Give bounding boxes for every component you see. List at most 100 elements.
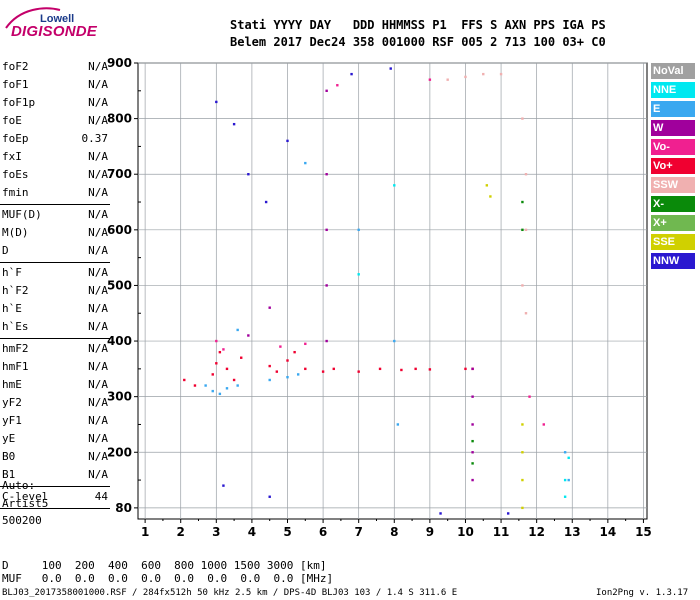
param-value: N/A xyxy=(88,226,108,239)
legend-item-noval: NoVal xyxy=(651,63,695,79)
data-point xyxy=(325,228,328,232)
data-point xyxy=(521,117,524,120)
param-row-b1: B1 N/A xyxy=(0,466,110,484)
data-point xyxy=(296,373,300,376)
data-point xyxy=(357,370,360,373)
muf-line: MUF 0.0 0.0 0.0 0.0 0.0 0.0 0.0 0.0 [MHz… xyxy=(2,572,334,585)
data-point xyxy=(236,328,239,332)
header-line-1: Stati YYYY DAY DDD HHMMSS P1 FFS S AXN P… xyxy=(230,18,606,32)
data-point xyxy=(193,384,197,387)
data-point xyxy=(563,495,567,498)
param-value: N/A xyxy=(88,320,108,333)
auto-label: Auto: xyxy=(2,479,36,492)
data-point xyxy=(446,78,449,81)
data-point xyxy=(521,451,524,454)
param-row-d: D N/A xyxy=(0,242,110,260)
data-point xyxy=(439,512,442,515)
logo-text-lowell: Lowell xyxy=(40,13,75,25)
data-point xyxy=(325,284,328,287)
footer-version: Ion2Png v. 1.3.17 xyxy=(596,588,689,598)
data-point xyxy=(489,195,492,198)
data-point xyxy=(286,375,289,379)
series-w xyxy=(247,89,474,482)
data-point xyxy=(471,395,474,398)
data-point xyxy=(521,478,524,482)
param-value: N/A xyxy=(88,396,108,409)
data-point xyxy=(567,456,570,460)
data-point xyxy=(464,367,467,371)
param-value: N/A xyxy=(88,302,108,315)
data-point xyxy=(204,384,207,387)
param-name: B1 xyxy=(2,468,16,481)
data-point xyxy=(521,506,524,510)
x-tick-label: 7 xyxy=(355,525,363,539)
x-tick-label: 8 xyxy=(390,525,398,539)
data-point xyxy=(464,75,467,79)
data-point xyxy=(471,439,474,443)
data-point xyxy=(275,370,279,373)
data-point xyxy=(428,78,432,81)
param-divider xyxy=(0,508,110,509)
data-point xyxy=(378,367,382,371)
data-point xyxy=(268,364,271,368)
param-name: foEs xyxy=(2,168,29,181)
logo-text-digisonde: DIGISONDE xyxy=(11,23,97,40)
param-row-fxi: fxI N/A xyxy=(0,148,110,166)
param-name: yE xyxy=(2,432,16,445)
param-row-b0: B0 N/A xyxy=(0,448,110,466)
x-tick-label: 14 xyxy=(599,525,616,539)
param-divider xyxy=(0,262,110,263)
param-row-h-e: h`E N/A xyxy=(0,300,110,318)
param-name: h`F2 xyxy=(2,284,29,297)
data-point xyxy=(215,362,218,365)
data-point xyxy=(286,359,289,362)
param-value: N/A xyxy=(88,468,108,481)
x-tick-label: 11 xyxy=(493,525,510,539)
x-tick-label: 3 xyxy=(212,525,220,539)
data-point xyxy=(524,228,528,232)
param-name: MUF(D) xyxy=(2,208,42,221)
series-vo- xyxy=(215,78,545,426)
data-point xyxy=(211,373,214,376)
x-tick-label: 13 xyxy=(564,525,581,539)
param-value: N/A xyxy=(88,378,108,391)
param-name: fxI xyxy=(2,150,22,163)
data-point xyxy=(393,184,396,187)
param-name: fmin xyxy=(2,186,29,199)
param-value: N/A xyxy=(88,450,108,463)
x-tick-label: 12 xyxy=(528,525,545,539)
param-name: hmF2 xyxy=(2,342,29,355)
y-tick-label: 700 xyxy=(107,167,132,181)
data-point xyxy=(521,228,524,232)
y-tick-label: 900 xyxy=(107,56,132,70)
param-row-muf-d-: MUF(D) N/A xyxy=(0,206,110,224)
data-point xyxy=(225,387,229,390)
param-value: N/A xyxy=(88,244,108,257)
param-name: hmF1 xyxy=(2,360,29,373)
legend-item-sse: SSE xyxy=(651,234,695,250)
param-name: foF1p xyxy=(2,96,36,109)
data-point xyxy=(183,378,186,382)
data-point xyxy=(542,423,545,426)
series-nne xyxy=(357,184,570,498)
param-row-fof1p: foF1p N/A xyxy=(0,94,110,112)
param-value: N/A xyxy=(88,114,108,127)
series-nnw xyxy=(215,67,510,515)
data-point xyxy=(428,368,432,371)
param-value: 0.37 xyxy=(81,132,109,145)
legend-item-nnw: NNW xyxy=(651,253,695,269)
data-point xyxy=(563,451,567,454)
data-point xyxy=(471,451,474,454)
data-point xyxy=(304,161,307,165)
data-point xyxy=(222,484,225,487)
data-point xyxy=(471,462,474,465)
data-point xyxy=(225,367,229,371)
data-point xyxy=(293,350,296,354)
param-row-foep: foEp 0.37 xyxy=(0,130,110,148)
param-name: foEp xyxy=(2,132,29,145)
d-line: D 100 200 400 600 800 1000 1500 3000 [km… xyxy=(2,559,327,572)
param-name: foF2 xyxy=(2,60,29,73)
data-point xyxy=(232,378,236,382)
parameter-panel: foF2 N/A foF1 N/A foF1p N/A foE N/A foEp 0.37 fxI N… xyxy=(0,58,110,510)
